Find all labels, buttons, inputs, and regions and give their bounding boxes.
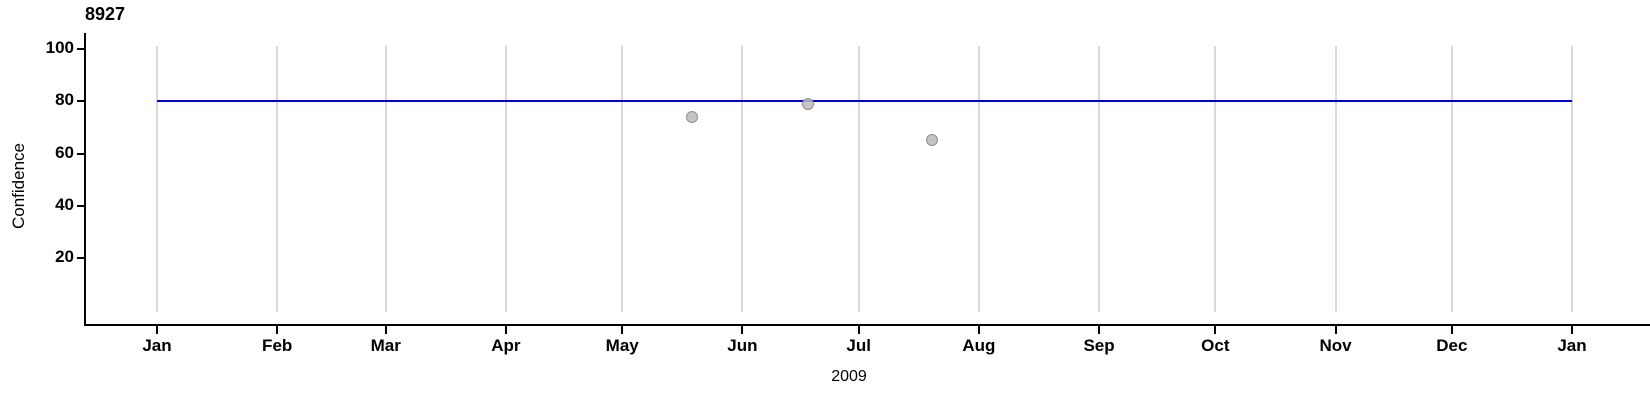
month-gridline	[504, 46, 507, 312]
x-tick-label: Jun	[727, 336, 758, 355]
x-tick-label: Nov	[1319, 336, 1352, 355]
x-tick	[276, 326, 279, 334]
y-tick	[77, 152, 85, 155]
month-gridline	[384, 46, 387, 312]
y-tick-label: 80	[55, 90, 74, 110]
data-point	[926, 134, 939, 147]
month-gridline	[621, 46, 624, 312]
x-tick-label: Sep	[1083, 336, 1115, 355]
x-tick	[1450, 326, 1453, 334]
y-tick	[77, 257, 85, 259]
y-tick	[77, 204, 85, 207]
x-tick	[741, 326, 744, 334]
y-tick	[77, 48, 85, 50]
data-point	[685, 110, 698, 123]
x-tick	[1214, 326, 1217, 334]
x-tick-label: Aug	[962, 336, 996, 355]
x-tick-label: Apr	[491, 336, 521, 355]
month-gridline	[1571, 46, 1573, 312]
x-tick-label: Jan	[1557, 336, 1587, 355]
month-gridline	[1098, 46, 1101, 312]
x-axis-line	[84, 324, 1650, 326]
month-gridline	[1214, 46, 1217, 312]
x-tick-label: May	[605, 336, 639, 355]
y-tick-label: 60	[55, 142, 74, 162]
month-gridline	[276, 46, 279, 312]
month-gridline	[1450, 46, 1453, 312]
chart-title: 8927	[85, 4, 126, 24]
y-tick-label: 40	[55, 194, 74, 214]
y-tick-label: 20	[55, 247, 74, 266]
x-tick	[1098, 326, 1101, 334]
y-tick	[77, 100, 85, 103]
reference-line	[157, 100, 1572, 103]
x-tick-label: Feb	[262, 336, 293, 355]
x-tick-label: Dec	[1436, 336, 1468, 355]
x-tick	[857, 326, 860, 334]
month-gridline	[1334, 46, 1337, 312]
month-gridline	[977, 46, 980, 312]
x-tick	[1334, 326, 1337, 334]
month-gridline	[741, 46, 744, 312]
x-tick	[1571, 326, 1573, 334]
x-tick-label: Mar	[370, 336, 401, 355]
x-axis-year-label: 2009	[831, 368, 867, 385]
x-tick-label: Jan	[142, 336, 172, 355]
x-tick	[384, 326, 387, 334]
month-gridline	[857, 46, 860, 312]
data-point	[802, 97, 815, 110]
month-gridline	[156, 46, 158, 312]
x-tick	[156, 326, 158, 334]
x-tick	[621, 326, 624, 334]
x-tick	[504, 326, 507, 334]
x-tick-label: Jul	[846, 336, 871, 355]
y-tick-label: 100	[45, 38, 74, 57]
x-tick	[977, 326, 980, 334]
y-axis-line	[84, 33, 86, 326]
x-tick-label: Oct	[1201, 336, 1230, 355]
